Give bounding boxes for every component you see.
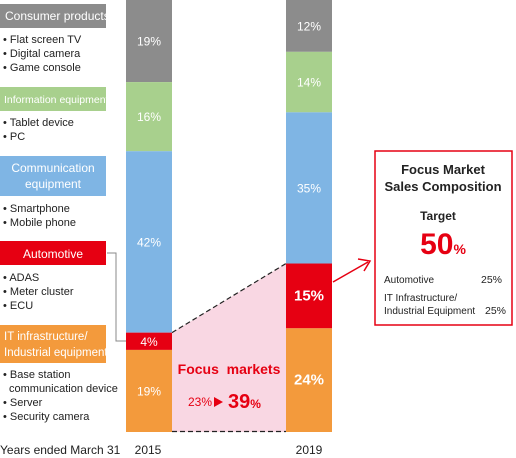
focus-markets-dashed-line	[171, 263, 287, 334]
x-axis-title: Years ended March 31	[0, 443, 121, 457]
bar-label-it-infrastructure-2019: 24%	[294, 372, 324, 389]
target-row-it-value: 25%	[485, 305, 506, 317]
legend-item: • Base station	[3, 369, 70, 381]
legend-item: • ECU	[3, 300, 33, 312]
focus-markets-to: 39%	[228, 391, 261, 413]
focus-markets-title: Focus markets	[178, 361, 281, 377]
bar-label-information-equipment-2019: 14%	[297, 76, 321, 90]
x-tick-label-2015: 2015	[135, 443, 162, 457]
bar-segment-it-infrastructure-2019	[286, 328, 332, 432]
x-tick-label-2019: 2019	[296, 443, 323, 457]
legend-communication-equipment-label-line1: Communication	[11, 161, 94, 175]
legend-item: • Flat screen TV	[3, 34, 82, 46]
focus-markets-area	[172, 263, 286, 432]
legend-item: • Mobile phone	[3, 217, 76, 229]
bar-segment-it-infrastructure-2015	[126, 349, 172, 432]
target-box-title-line1: Focus Market	[401, 162, 485, 177]
legend-item: • Meter cluster	[3, 286, 74, 298]
legend-it-infrastructure	[0, 325, 106, 363]
bar-group-2019	[286, 0, 332, 432]
bar-label-it-infrastructure-2015: 19%	[137, 384, 161, 398]
legend-item: • Security camera	[3, 411, 90, 423]
legend-it-infrastructure-label-line1: IT infrastructure/	[4, 331, 88, 343]
legend-consumer-products	[0, 4, 106, 28]
legend-item: • Tablet device	[3, 117, 74, 129]
legend-communication-equipment	[0, 156, 106, 196]
target-row-automotive-label: Automotive	[384, 275, 434, 286]
legend-communication-equipment-label-line2: equipment	[25, 177, 82, 191]
legend-consumer-products-label: Consumer products	[5, 9, 110, 23]
target-value: 50%	[420, 228, 466, 261]
bar-label-consumer-products-2015: 19%	[137, 35, 161, 49]
legend-information-equipment-label: Information equipment	[4, 94, 109, 106]
legend-item: • PC	[3, 131, 25, 143]
bar-segment-consumer-products-2019	[286, 0, 332, 52]
automotive-connector-line	[107, 252, 126, 342]
bar-segment-automotive-2015	[126, 332, 172, 350]
bar-label-communication-equipment-2015: 42%	[137, 235, 161, 249]
target-row-it-label-line2: Industrial Equipment	[384, 306, 475, 317]
target-box-title-line2: Sales Composition	[384, 179, 501, 194]
legend-automotive-label: Automotive	[23, 247, 83, 261]
bar-label-communication-equipment-2019: 35%	[297, 181, 321, 195]
bar-segment-information-equipment-2019	[286, 51, 332, 113]
bar-segment-automotive-2019	[286, 263, 332, 329]
target-label: Target	[420, 209, 456, 223]
legend-it-infrastructure-label-line2: Industrial equipment	[4, 347, 108, 359]
bar-segment-consumer-products-2015	[126, 0, 172, 83]
legend-item: • Game console	[3, 62, 81, 74]
target-row-automotive-value: 25%	[481, 274, 502, 286]
bar-value-labels: 19% 16% 42% 4% 19% 12% 14% 35% 15% 24%	[137, 19, 324, 398]
bar-label-consumer-products-2019: 12%	[297, 19, 321, 33]
bar-label-information-equipment-2015: 16%	[137, 110, 161, 124]
legend-automotive	[0, 241, 106, 265]
target-arrow-head-icon	[357, 258, 372, 272]
bar-group-2015	[126, 0, 172, 432]
legend-item: • Smartphone	[3, 203, 70, 215]
target-arrow-line	[332, 261, 369, 283]
bar-segment-communication-equipment-2015	[126, 151, 172, 333]
legend-information-equipment	[0, 87, 106, 111]
focus-markets-from: 23%	[188, 395, 212, 409]
focus-arrow-icon	[214, 397, 223, 407]
target-row-it-label-line1: IT Infrastructure/	[384, 293, 457, 304]
bar-label-automotive-2019: 15%	[294, 287, 324, 304]
legend: Consumer products • Flat screen TV • Dig…	[0, 4, 126, 423]
legend-item: • ADAS	[3, 272, 39, 284]
bar-label-automotive-2015: 4%	[140, 335, 158, 349]
bar-segment-information-equipment-2015	[126, 82, 172, 152]
target-box: Focus Market Sales Composition Target 50…	[374, 150, 513, 326]
target-box-frame	[374, 150, 513, 326]
legend-item: communication device	[9, 383, 118, 395]
legend-item: • Digital camera	[3, 48, 81, 60]
legend-item: • Server	[3, 397, 43, 409]
bar-segment-communication-equipment-2019	[286, 112, 332, 264]
